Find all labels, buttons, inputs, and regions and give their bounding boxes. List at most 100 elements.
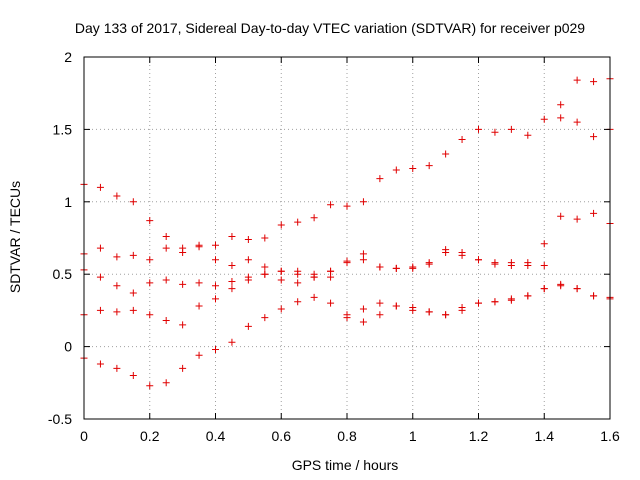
data-point — [327, 273, 335, 281]
x-tick-label: 0.4 — [206, 428, 226, 444]
data-point — [195, 351, 203, 359]
x-tick-label: 1.4 — [535, 428, 555, 444]
y-tick-label: 1.5 — [53, 121, 73, 137]
data-point — [113, 253, 121, 261]
data-point — [524, 262, 532, 270]
data-point — [409, 164, 417, 172]
data-point — [507, 125, 515, 133]
data-point — [146, 256, 154, 264]
series-2 — [80, 209, 614, 278]
marks-layer — [80, 75, 614, 390]
data-point — [376, 175, 384, 183]
data-point — [294, 298, 302, 306]
data-point — [179, 364, 187, 372]
data-point — [557, 114, 565, 122]
data-point — [359, 198, 367, 206]
data-point — [162, 379, 170, 387]
data-point — [458, 304, 466, 312]
data-point — [507, 262, 515, 270]
data-point — [491, 260, 499, 268]
data-point — [212, 282, 219, 290]
data-point — [359, 256, 367, 264]
data-point — [524, 131, 532, 139]
data-point — [376, 311, 384, 319]
x-tick-label: 0.2 — [140, 428, 160, 444]
data-point — [244, 235, 252, 243]
data-point — [590, 133, 598, 141]
data-point — [96, 183, 104, 191]
y-tick-label: 0.5 — [53, 266, 73, 282]
data-point — [129, 306, 137, 314]
data-point — [129, 372, 137, 380]
data-point — [573, 215, 581, 223]
data-point — [129, 198, 137, 206]
data-point — [96, 273, 104, 281]
data-point — [458, 136, 466, 144]
data-point — [327, 299, 335, 307]
data-point — [343, 311, 351, 319]
x-tick-label: 0 — [80, 428, 88, 444]
data-point — [146, 311, 154, 319]
data-point — [475, 299, 482, 307]
grid-layer — [84, 57, 610, 419]
data-point — [392, 166, 400, 174]
data-point — [146, 217, 154, 225]
data-point — [310, 273, 318, 281]
chart-title: Day 133 of 2017, Sidereal Day-to-day VTE… — [75, 20, 585, 36]
y-tick-label: 0 — [64, 339, 72, 355]
data-point — [590, 209, 598, 217]
data-point — [212, 295, 219, 303]
x-tick-label: 1.6 — [600, 428, 620, 444]
data-point — [425, 260, 433, 268]
data-point — [179, 248, 187, 256]
data-point — [212, 256, 219, 264]
data-point — [195, 302, 203, 310]
data-point — [557, 101, 565, 109]
x-tick-label: 1.2 — [469, 428, 489, 444]
data-point — [96, 360, 104, 368]
data-point — [442, 150, 450, 158]
x-axis-label: GPS time / hours — [292, 457, 399, 473]
data-point — [557, 212, 565, 220]
data-point — [343, 259, 351, 267]
y-axis-label: SDTVAR / TECUs — [7, 181, 23, 293]
data-point — [113, 308, 121, 316]
data-point — [277, 221, 285, 229]
data-point — [343, 202, 351, 210]
data-point — [228, 285, 236, 293]
data-point — [113, 282, 121, 290]
data-point — [359, 318, 367, 326]
data-point — [491, 128, 499, 136]
data-point — [129, 251, 137, 259]
data-point — [573, 285, 581, 293]
data-point — [524, 292, 532, 300]
data-point — [376, 263, 384, 271]
data-point — [359, 305, 367, 313]
x-tick-label: 0.8 — [337, 428, 357, 444]
data-point — [146, 279, 154, 287]
data-point — [179, 321, 187, 329]
data-point — [573, 118, 581, 126]
data-point — [261, 234, 269, 242]
data-point — [212, 345, 219, 353]
data-point — [425, 308, 433, 316]
data-point — [212, 241, 219, 249]
data-point — [228, 277, 236, 285]
data-point — [442, 248, 450, 256]
data-point — [310, 214, 318, 222]
data-point — [507, 296, 515, 304]
data-point — [146, 382, 154, 390]
y-tick-label: 1 — [64, 194, 72, 210]
data-point — [392, 302, 400, 310]
data-point — [294, 270, 302, 278]
data-point — [195, 243, 203, 251]
data-point — [442, 311, 450, 319]
data-point — [162, 276, 170, 284]
series-4 — [80, 267, 614, 329]
data-point — [261, 270, 269, 278]
data-point — [590, 292, 598, 300]
data-point — [96, 244, 104, 252]
data-point — [244, 256, 252, 264]
data-point — [294, 218, 302, 226]
data-point — [392, 264, 400, 272]
